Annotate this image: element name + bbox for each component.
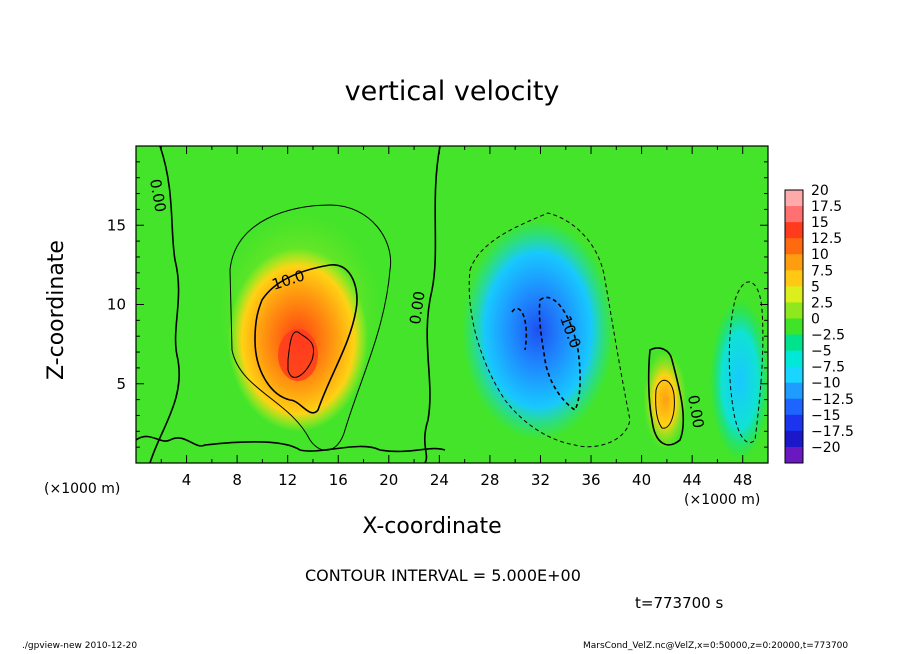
x-tick-label: 8 <box>232 471 242 489</box>
y-tick-label: 5 <box>116 375 126 393</box>
contour-lines <box>136 146 764 463</box>
contour-up-secondary-inner <box>655 380 675 429</box>
time-label: t=773700 s <box>635 594 724 612</box>
contour-label-zero-left: 0.00 <box>146 178 170 214</box>
colorbar-label: 10 <box>811 247 829 263</box>
colorbar-label: −20 <box>811 440 841 456</box>
contour-neg-five-right <box>728 281 764 443</box>
footer-right: MarsCond_VelZ.nc@VelZ,x=0:50000,z=0:2000… <box>583 641 849 651</box>
x-tick-label: 4 <box>182 471 192 489</box>
contour-label-zero-mid: 0.00 <box>406 290 428 326</box>
colorbar-label: 7.5 <box>811 263 833 279</box>
x-tick-label: 40 <box>632 471 651 489</box>
colorbar-label: −10 <box>811 376 841 392</box>
contour-zero-left <box>149 146 180 463</box>
updraft-core <box>278 329 318 381</box>
colorbar-swatch <box>785 398 803 416</box>
colorbar-swatch <box>785 270 803 287</box>
colorbar-swatch <box>785 414 803 432</box>
y-tick-label: 10 <box>107 296 126 314</box>
colorbar-label: 20 <box>811 183 829 199</box>
colorbar-swatch <box>785 190 803 207</box>
colorbar-swatch <box>785 302 803 319</box>
colorbar-label: 17.5 <box>811 199 842 215</box>
contour-up-secondary <box>647 347 685 446</box>
x-tick-label: 36 <box>581 471 600 489</box>
colorbar-swatch <box>785 318 803 336</box>
colorbar-swatch <box>785 366 803 384</box>
contour-interval-label: CONTOUR INTERVAL = 5.000E+00 <box>305 566 581 585</box>
contour-zero-mid <box>424 146 441 463</box>
colorbar-label: 2.5 <box>811 295 833 311</box>
colorbar-swatch <box>785 222 803 239</box>
x-tick-label: 28 <box>480 471 499 489</box>
colorbar-label: 0 <box>811 311 820 327</box>
x-unit-label-right: (×1000 m) <box>684 492 761 508</box>
x-tick-label: 24 <box>430 471 449 489</box>
x-unit-label-left: (×1000 m) <box>44 481 121 497</box>
colorbar-swatch <box>785 430 803 448</box>
colorbar: 2017.51512.5107.552.50−2.5−5−7.5−10−12.5… <box>784 183 854 464</box>
footer-left: ./gpview-new 2010-12-20 <box>22 641 138 651</box>
x-tick-label: 20 <box>379 471 398 489</box>
colorbar-label: −12.5 <box>811 392 854 408</box>
contour-fifteen <box>287 331 314 378</box>
contour-ten <box>254 264 358 414</box>
downdraft-secondary <box>710 300 768 460</box>
colorbar-label: −5 <box>811 344 832 360</box>
colorbar-swatch <box>785 334 803 352</box>
x-axis-label: X-coordinate <box>362 514 502 539</box>
x-tick-label: 48 <box>733 471 752 489</box>
x-axis: 4 8 12 16 20 24 28 32 36 40 44 48 <box>160 146 769 489</box>
field-layer <box>136 146 768 463</box>
y-axis-label: Z-coordinate <box>44 240 69 380</box>
contour-zero-bottom <box>136 435 446 453</box>
contour-neg-ten <box>511 296 581 412</box>
x-tick-label: 44 <box>683 471 702 489</box>
x-tick-label: 16 <box>329 471 348 489</box>
contour-five-outer <box>229 204 392 451</box>
colorbar-label: −15 <box>811 408 841 424</box>
colorbar-label: −2.5 <box>811 328 845 344</box>
downdraft-main <box>462 220 614 440</box>
colorbar-swatch <box>785 206 803 223</box>
contour-neg-five <box>468 212 631 448</box>
chart-title: vertical velocity <box>344 76 560 107</box>
colorbar-swatch <box>785 446 803 464</box>
y-tick-label: 15 <box>107 216 126 234</box>
colorbar-label: −17.5 <box>811 424 854 440</box>
colorbar-label: 5 <box>811 279 820 295</box>
x-tick-label: 12 <box>278 471 297 489</box>
colorbar-swatch <box>785 350 803 368</box>
colorbar-swatch <box>785 286 803 303</box>
x-tick-label: 32 <box>531 471 550 489</box>
colorbar-label: 12.5 <box>811 231 842 247</box>
colorbar-frame <box>784 189 804 464</box>
colorbar-swatch <box>785 382 803 400</box>
contour-label-zero-right: 0.00 <box>684 394 708 430</box>
colorbar-label: 15 <box>811 215 829 231</box>
y-axis: 5 10 15 <box>107 161 768 448</box>
colorbar-label: −7.5 <box>811 360 845 376</box>
colorbar-swatch <box>785 238 803 255</box>
colorbar-swatch <box>785 254 803 271</box>
